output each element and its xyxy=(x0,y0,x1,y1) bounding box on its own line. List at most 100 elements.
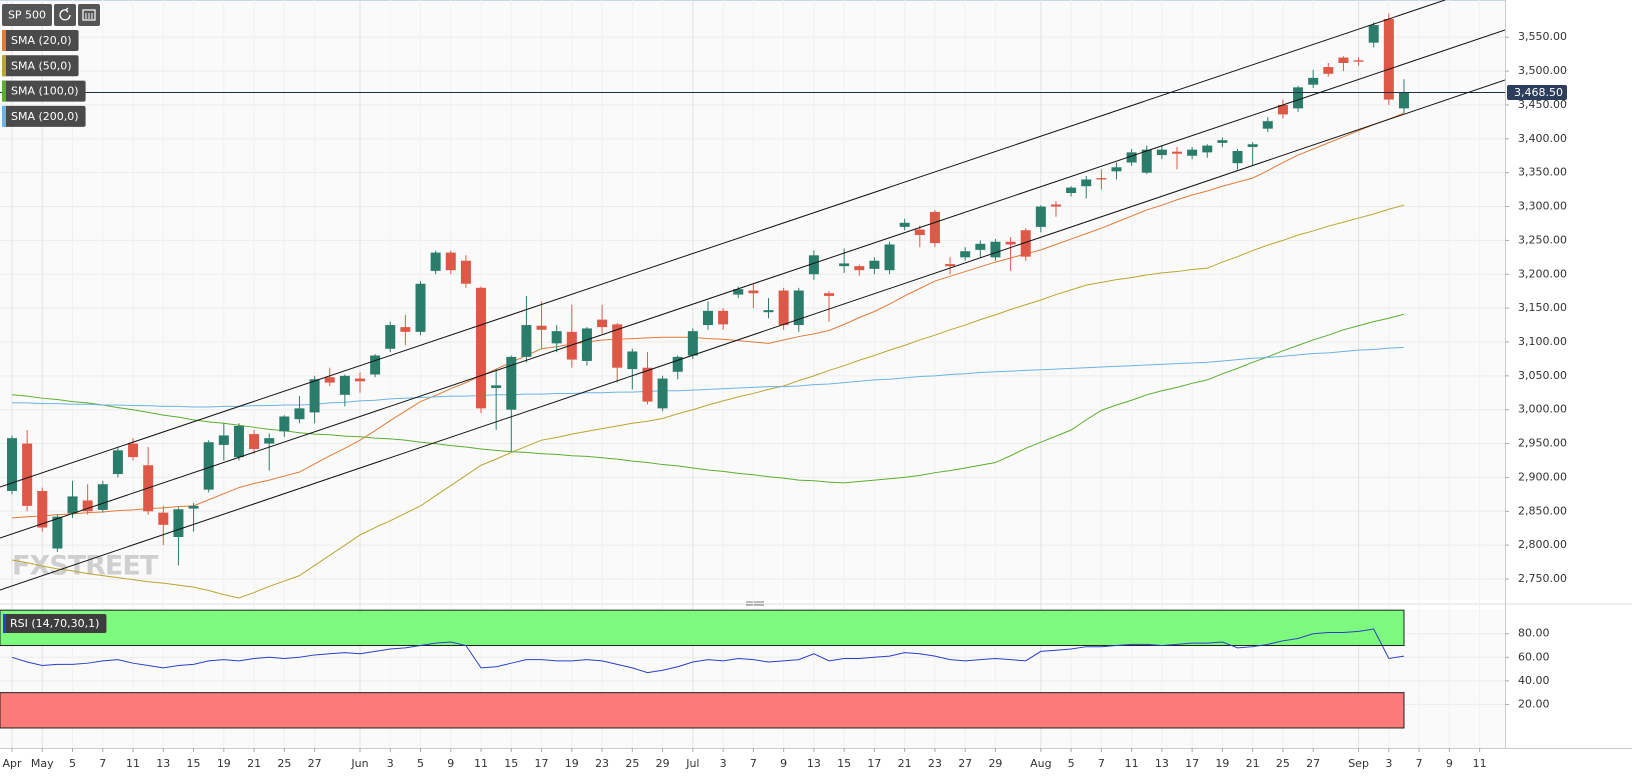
x-tick-label: 9 xyxy=(780,757,787,770)
x-tick-label: 11 xyxy=(1125,757,1139,770)
candle-body xyxy=(173,509,184,538)
candle-body xyxy=(748,290,759,294)
x-tick-label: 3 xyxy=(387,757,394,770)
x-tick-label: 29 xyxy=(656,757,670,770)
y-tick-label: 80.00 xyxy=(1518,627,1550,640)
y-tick-label: 3,150.00 xyxy=(1518,301,1567,314)
candle-body xyxy=(460,260,471,284)
x-tick-label: 9 xyxy=(447,757,454,770)
refresh-button[interactable] xyxy=(54,4,76,26)
candle-body xyxy=(1202,145,1213,153)
sma-line xyxy=(11,313,1405,484)
candle-body xyxy=(1398,92,1409,109)
legend-label: SMA (50,0) xyxy=(11,59,72,72)
candle-body xyxy=(839,263,850,267)
channel-line xyxy=(0,79,1505,591)
legend-box[interactable] xyxy=(2,30,79,51)
y-tick-label: 40.00 xyxy=(1518,674,1550,687)
candle-body xyxy=(1081,179,1092,187)
candle-body xyxy=(339,375,350,395)
candle-body xyxy=(52,516,63,549)
legend-box[interactable] xyxy=(2,105,86,127)
candle-body xyxy=(733,289,744,295)
candle-body xyxy=(975,243,986,250)
candle-body xyxy=(536,325,547,330)
candle-body xyxy=(1232,151,1243,164)
y-tick-label: 3,100.00 xyxy=(1518,335,1567,348)
settings-icon xyxy=(82,9,96,21)
candle-body xyxy=(82,500,93,512)
x-tick-label: Jul xyxy=(685,757,699,770)
legend-swatch xyxy=(2,105,6,127)
candle-body xyxy=(1308,77,1319,85)
candle-body xyxy=(37,490,48,528)
candle-body xyxy=(854,266,865,271)
candle-body xyxy=(960,251,971,258)
x-tick-label: 29 xyxy=(988,757,1002,770)
candle-body xyxy=(309,379,320,413)
x-tick-label: 13 xyxy=(156,757,170,770)
x-tick-label: 3 xyxy=(1385,757,1392,770)
x-tick-label: 11 xyxy=(1473,757,1487,770)
legend-label: SMA (100,0) xyxy=(11,85,79,98)
x-tick-label: 19 xyxy=(217,757,231,770)
x-tick-label: 27 xyxy=(1306,757,1320,770)
x-tick-label: 7 xyxy=(99,757,106,770)
y-tick-label: 3,350.00 xyxy=(1518,166,1567,179)
candle-body xyxy=(1368,25,1379,43)
x-tick-label: 15 xyxy=(187,757,201,770)
candle-body xyxy=(702,310,713,326)
x-tick-label: Apr xyxy=(2,757,22,770)
candle-body xyxy=(1383,18,1394,100)
legend-box[interactable] xyxy=(2,80,86,102)
x-tick-label: 7 xyxy=(1416,757,1423,770)
candle-body xyxy=(1262,121,1273,129)
symbol-box[interactable] xyxy=(2,4,52,26)
candle-body xyxy=(158,512,169,525)
candle-body xyxy=(233,425,244,458)
y-tick-label: 2,900.00 xyxy=(1518,470,1567,483)
y-tick-label: 2,750.00 xyxy=(1518,572,1567,585)
candle-body xyxy=(597,319,608,328)
refresh-icon xyxy=(59,7,71,21)
y-tick-label: 3,200.00 xyxy=(1518,267,1567,280)
candle-body xyxy=(566,331,577,360)
candle-body xyxy=(869,260,880,269)
candle-body xyxy=(370,355,381,375)
x-tick-label: 3 xyxy=(720,757,727,770)
candle-body xyxy=(1277,104,1288,115)
y-tick-label: 60.00 xyxy=(1518,650,1550,663)
x-tick-label: 13 xyxy=(807,757,821,770)
candle-body xyxy=(990,241,1001,258)
y-tick-label: 3,300.00 xyxy=(1518,200,1567,213)
candle-body xyxy=(1247,144,1258,147)
legend-box[interactable] xyxy=(2,55,79,77)
x-tick-label: 5 xyxy=(417,757,424,770)
x-tick-label: 21 xyxy=(247,757,261,770)
channel-line xyxy=(0,29,1505,539)
x-tick-label: 25 xyxy=(1276,757,1290,770)
candle-body xyxy=(929,211,940,244)
x-tick-label: 9 xyxy=(1446,757,1453,770)
x-tick-label: 19 xyxy=(1215,757,1229,770)
candle-body xyxy=(188,505,199,509)
rsi-label-box xyxy=(3,614,107,633)
x-tick-label: 5 xyxy=(69,757,76,770)
x-tick-label: 11 xyxy=(126,757,140,770)
candle-body xyxy=(264,438,275,444)
x-tick-label: 15 xyxy=(504,757,518,770)
candle-body xyxy=(1096,178,1107,180)
candle-body xyxy=(1020,230,1031,257)
candle-body xyxy=(1353,60,1364,62)
candle-body xyxy=(642,367,653,402)
x-tick-label: May xyxy=(31,757,54,770)
legend-label: SMA (200,0) xyxy=(11,110,79,123)
x-tick-label: 13 xyxy=(1155,757,1169,770)
candle-body xyxy=(249,434,260,449)
x-tick-label: 27 xyxy=(308,757,322,770)
candle-body xyxy=(551,331,562,344)
x-tick-label: Sep xyxy=(1348,757,1369,770)
rsi-line xyxy=(11,628,1405,674)
oversold-zone xyxy=(0,692,1405,729)
